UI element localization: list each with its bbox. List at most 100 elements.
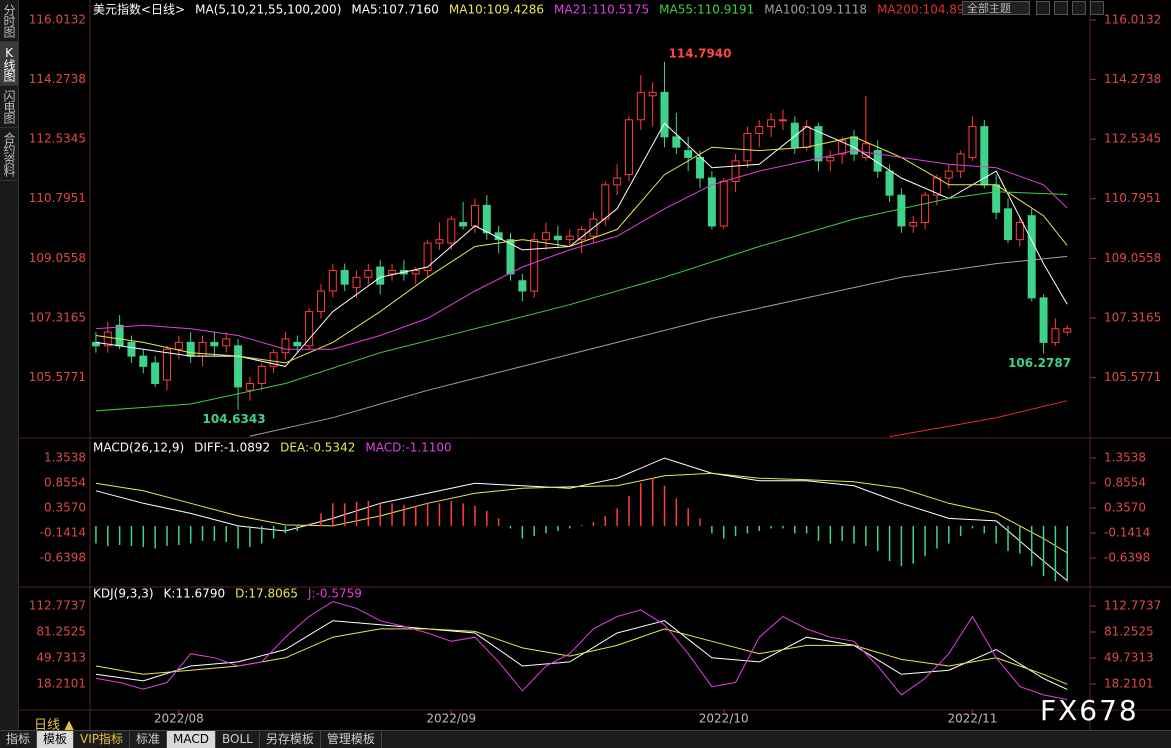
icon-button[interactable] [1054,1,1068,15]
sidebar-tab[interactable]: 闪电图 [0,86,18,128]
icon-button[interactable] [1036,1,1050,15]
tab[interactable]: VIP指标 [74,731,131,748]
tab[interactable]: 模板 [37,731,75,748]
legend-label: K:11.6790 [164,587,226,601]
y-tick-label: 0.3570 [1104,501,1146,515]
candle-body [470,204,479,227]
candle-body [778,119,787,122]
candle-body [139,355,148,367]
candle-body [861,143,870,158]
period-select[interactable]: 日线 ▲ [34,718,75,733]
candle-body [376,266,385,285]
y-tick-label: -0.6398 [1104,551,1150,565]
candle-body [601,184,610,220]
legend-label: KDJ(9,3,3) [93,587,154,601]
candle-body [411,269,420,275]
legend-label: D:17.8065 [235,587,298,601]
candle-body [530,239,539,292]
candle-body [1027,215,1036,299]
candle-body [992,184,1001,213]
x-tick-label: 2022/09 [426,712,476,726]
candle-body [506,239,515,275]
y-tick-label: 114.2738 [29,72,86,86]
candle-body [257,365,266,384]
y-tick-label: 110.7951 [1104,191,1161,205]
candle-body [340,269,349,285]
candle-body [1039,297,1048,343]
candle-body [1063,328,1072,333]
icon-button[interactable] [1090,1,1104,15]
tab[interactable]: 标准 [130,731,168,748]
indicator-line [95,601,1068,700]
candle-body [447,218,456,244]
candle-body [743,132,752,162]
candle-body [482,204,491,234]
candle-body [210,341,219,347]
candle-body [151,362,160,384]
y-tick-label: 110.7951 [29,191,86,205]
candle-body [672,136,681,148]
indicator-line [249,255,1068,437]
tab[interactable]: MACD [167,731,217,748]
sidebar-tab[interactable]: K线图 [0,42,18,86]
candle-body [719,180,728,227]
y-tick-label: 109.0558 [29,251,86,265]
y-tick-label: 116.0132 [1104,13,1161,27]
y-tick-label: 49.7313 [36,651,86,665]
y-tick-label: 105.5771 [29,370,86,384]
y-tick-label: 107.3165 [29,310,86,324]
candle-body [636,91,645,121]
candle-body [174,341,183,350]
candle-body [1051,328,1060,343]
icon-button[interactable] [1072,1,1086,15]
y-tick-label: 0.3570 [44,501,86,515]
candle-body [281,338,290,354]
y-tick-label: 1.3538 [1104,450,1146,464]
candle-body [364,269,373,278]
candle-body [1004,208,1013,241]
tab[interactable]: 指标 [0,731,38,748]
y-tick-label: 1.3538 [44,450,86,464]
y-tick-label: 18.2101 [36,677,86,691]
sidebar-tab[interactable]: 合约资料 [0,128,18,181]
candle-body [909,222,918,227]
indicator-line [95,122,1068,367]
candle-body [388,269,397,275]
y-tick-label: 0.8554 [44,475,86,489]
y-tick-label: 0.8554 [1104,475,1146,489]
y-tick-label: 18.2101 [1104,677,1154,691]
y-tick-label: 49.7313 [1104,651,1154,665]
candle-body [103,331,112,347]
legend-label: 美元指数<日线> [93,2,185,17]
candle-body [767,119,776,128]
tab[interactable]: 另存模板 [260,731,321,748]
sidebar-tab[interactable]: 分时图 [0,0,18,42]
price-annotation: 106.2787 [1008,356,1071,370]
indicator-line [95,191,1068,412]
candle-body [897,194,906,227]
y-tick-label: 112.7737 [29,598,86,612]
candle-body [459,222,468,227]
candle-body [423,242,432,271]
candle-body [305,311,314,347]
y-tick-label: -0.6398 [40,551,86,565]
candle-body [435,239,444,244]
legend-label: MA200:104.899 [877,3,972,17]
toolbar: 指标 模板 VIP指标 标准 MACD BOLL 另存模板 管理模板 [0,730,1171,748]
candle-body [684,150,693,158]
candle-body [269,352,278,367]
indicator-line [95,457,1068,581]
candle-body [245,382,254,391]
topic-select[interactable]: 全部主题 [962,1,1030,15]
indicator-line [95,150,1068,350]
tab[interactable]: BOLL [216,731,260,748]
candle-body [731,160,740,182]
legend-label: MA5:107.7160 [351,3,439,17]
candle-body [234,345,243,388]
candle-body [542,232,551,241]
tab[interactable]: 管理模板 [321,731,382,748]
candle-body [802,126,811,148]
candle-body [553,235,562,241]
candle-body [826,156,835,162]
